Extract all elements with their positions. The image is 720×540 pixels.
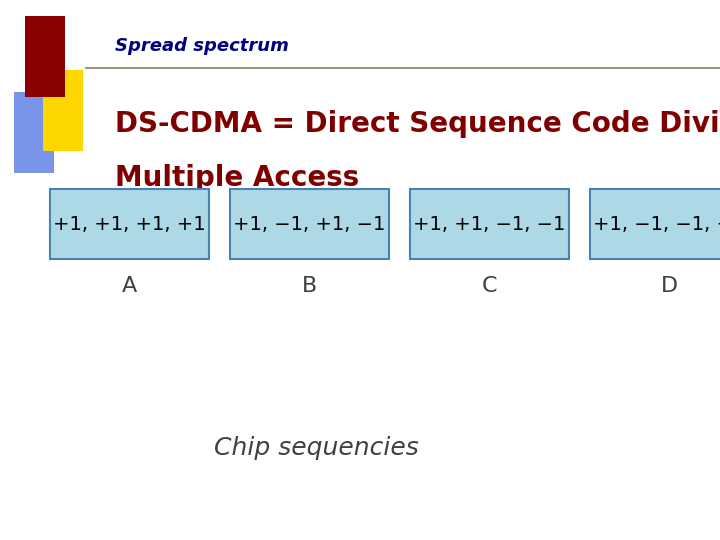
- Text: +1, −1, −1, +1: +1, −1, −1, +1: [593, 214, 720, 234]
- Text: B: B: [302, 276, 318, 296]
- Text: +1, +1, −1, −1: +1, +1, −1, −1: [413, 214, 566, 234]
- Text: A: A: [122, 276, 138, 296]
- Bar: [25, 16, 65, 97]
- Text: C: C: [482, 276, 498, 296]
- Text: Multiple Access: Multiple Access: [115, 164, 359, 192]
- Bar: [14, 92, 54, 173]
- Text: D: D: [661, 276, 678, 296]
- Bar: [590, 189, 720, 259]
- Bar: [230, 189, 389, 259]
- Bar: [43, 70, 83, 151]
- Bar: [50, 189, 209, 259]
- Text: +1, +1, +1, +1: +1, +1, +1, +1: [53, 214, 206, 234]
- Bar: [410, 189, 569, 259]
- Text: +1, −1, +1, −1: +1, −1, +1, −1: [233, 214, 386, 234]
- Text: DS-CDMA = Direct Sequence Code Division: DS-CDMA = Direct Sequence Code Division: [115, 110, 720, 138]
- Text: Spread spectrum: Spread spectrum: [115, 37, 289, 55]
- Text: Chip sequencies: Chip sequencies: [215, 436, 419, 460]
